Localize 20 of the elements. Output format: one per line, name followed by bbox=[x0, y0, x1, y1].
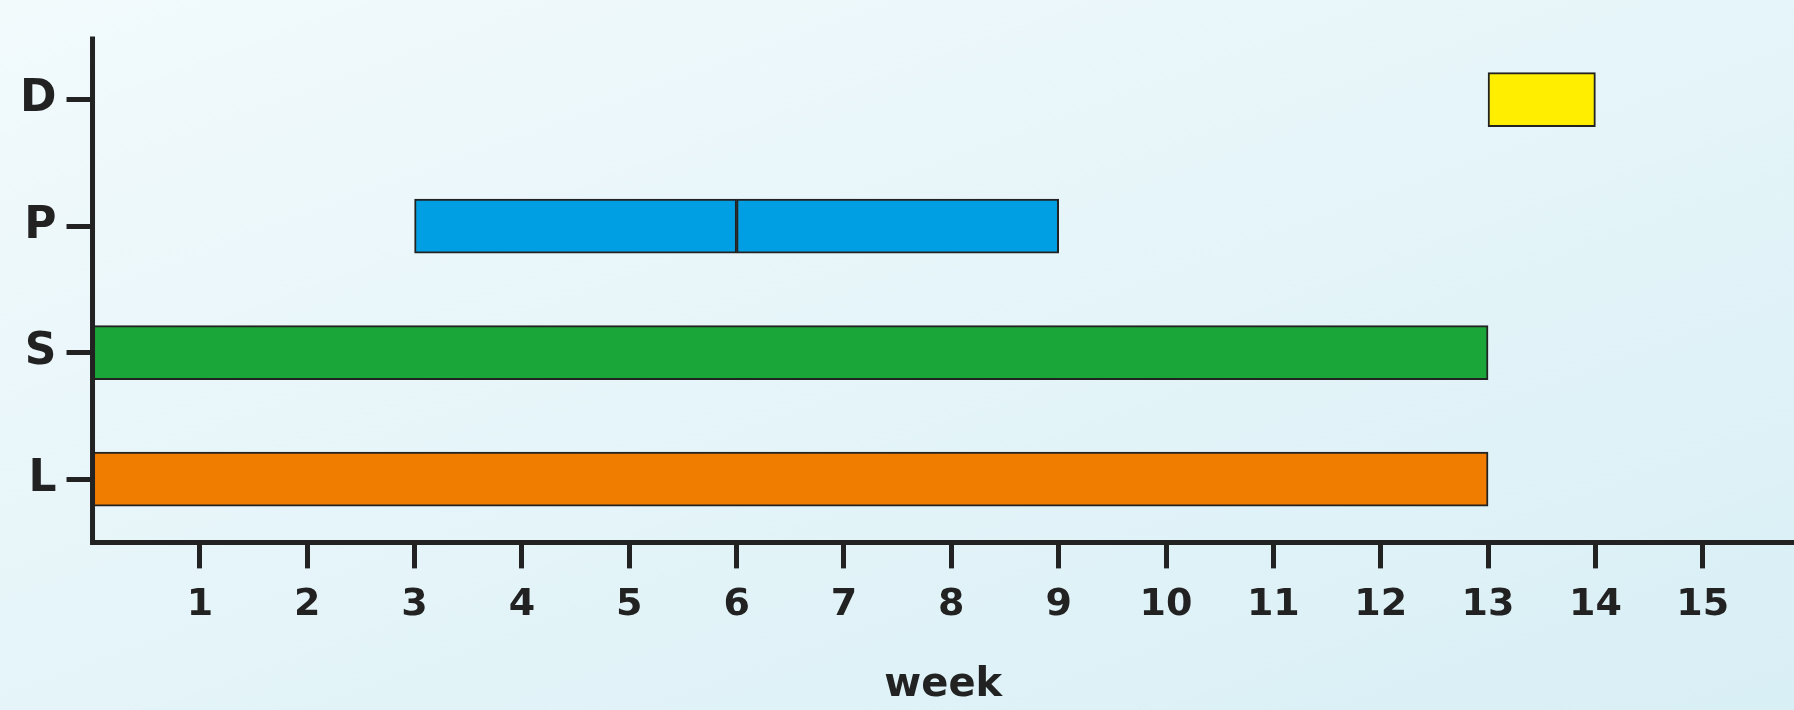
y-tick-label: L bbox=[28, 449, 57, 501]
x-tick-label: 11 bbox=[1246, 580, 1300, 625]
y-tick-label: D bbox=[19, 70, 57, 122]
x-tick-label: 5 bbox=[616, 580, 643, 625]
x-tick-label: 6 bbox=[723, 580, 750, 625]
x-tick-label: 10 bbox=[1139, 580, 1193, 625]
x-tick-label: 2 bbox=[293, 580, 321, 625]
x-tick-label: 14 bbox=[1568, 580, 1622, 625]
x-tick-label: 1 bbox=[186, 580, 214, 625]
x-tick-label: 15 bbox=[1676, 580, 1730, 625]
x-tick-label: 12 bbox=[1354, 580, 1408, 625]
y-tick-label: P bbox=[24, 196, 57, 248]
x-axis-title: week bbox=[884, 659, 1004, 706]
x-tick-label: 9 bbox=[1045, 580, 1072, 625]
x-tick-label: 3 bbox=[401, 580, 428, 625]
y-tick-label: S bbox=[24, 323, 57, 375]
x-tick-label: 13 bbox=[1461, 580, 1515, 625]
x-tick-label: 7 bbox=[830, 580, 858, 625]
x-tick-label: 8 bbox=[938, 580, 965, 625]
x-tick-label: 4 bbox=[508, 580, 536, 625]
